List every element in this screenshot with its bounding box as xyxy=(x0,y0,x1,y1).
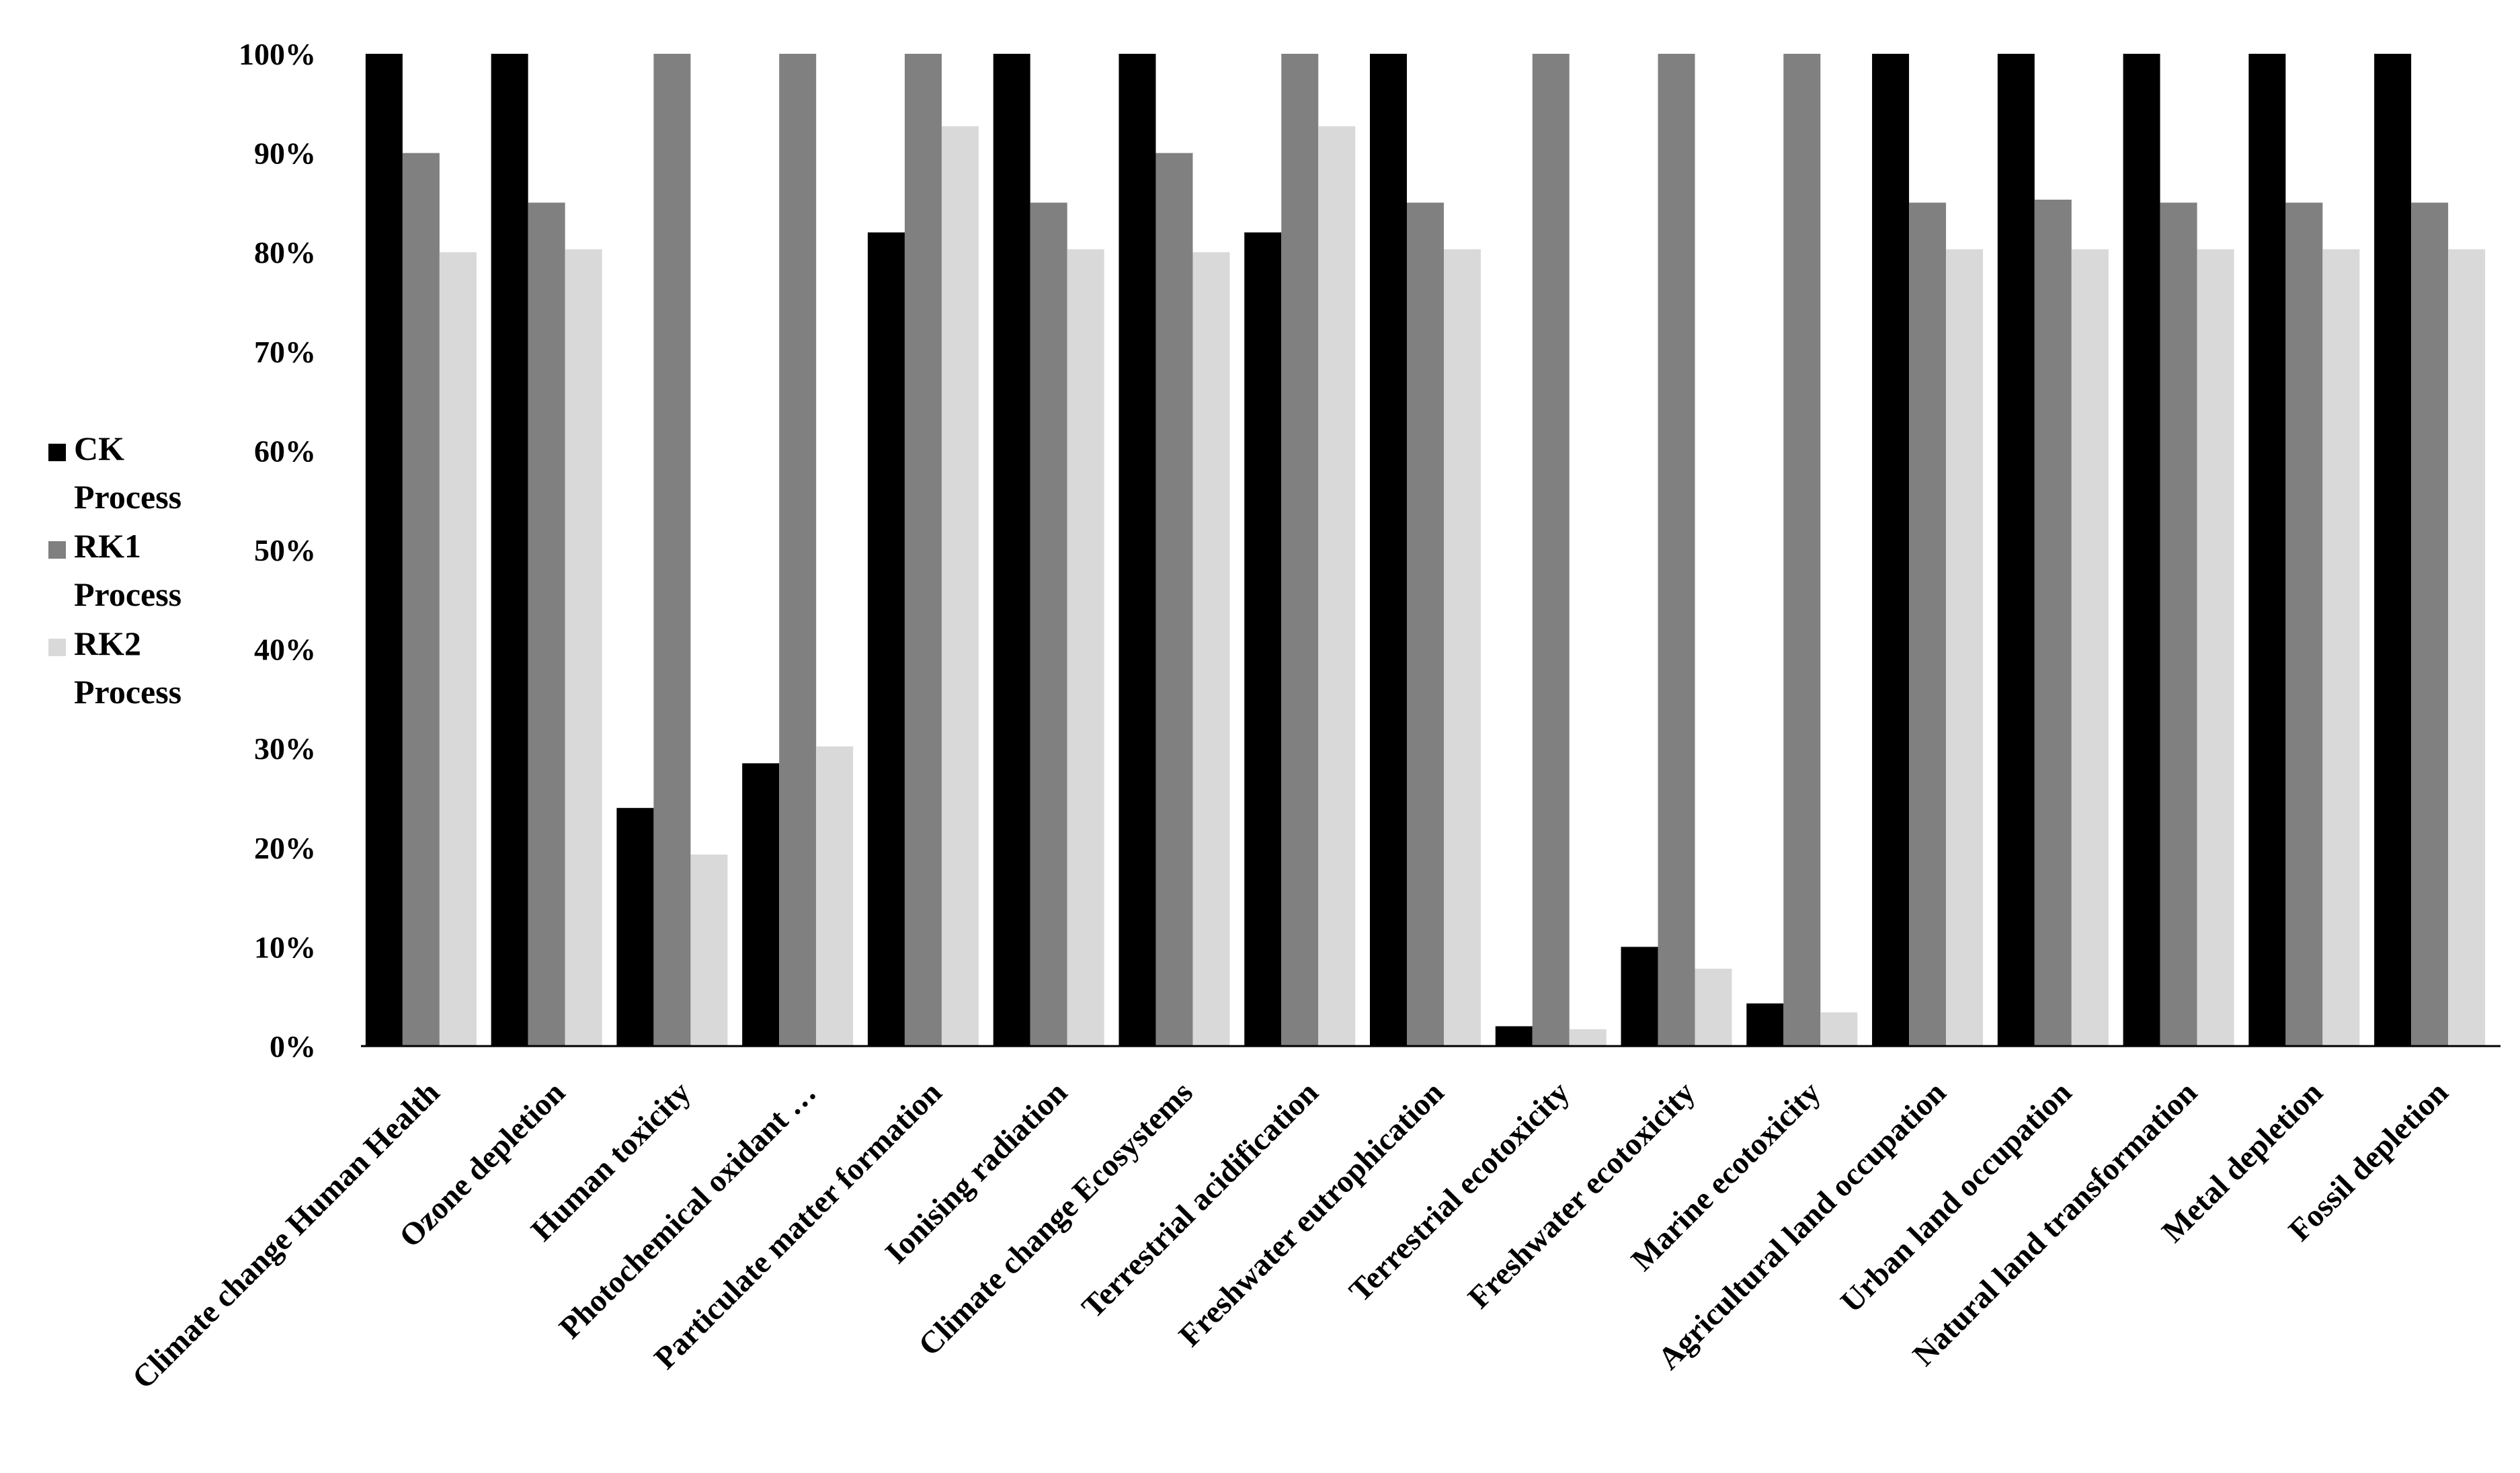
y-axis-ticks: 0% 10% 20% 30% 40% 50% 60% 70% 80% 90% 100% xyxy=(239,37,316,1064)
bar xyxy=(1872,54,1910,1046)
bar xyxy=(941,126,979,1046)
bar xyxy=(2034,199,2072,1047)
bar xyxy=(2448,249,2486,1047)
bar xyxy=(1946,249,1984,1047)
bar xyxy=(1281,54,1319,1046)
bar xyxy=(2411,202,2449,1046)
bar xyxy=(2322,249,2360,1047)
bar xyxy=(1407,202,1444,1046)
bar xyxy=(1695,968,1732,1046)
bar xyxy=(1746,1003,1784,1046)
y-tick-label: 80% xyxy=(254,235,316,270)
bar xyxy=(2285,202,2323,1046)
y-tick-label: 90% xyxy=(254,136,316,171)
legend-swatch xyxy=(48,541,66,559)
bar xyxy=(779,54,817,1046)
bar xyxy=(1030,202,1067,1046)
bar xyxy=(993,54,1030,1046)
bar xyxy=(565,249,602,1047)
bar xyxy=(1658,54,1695,1046)
legend-label: RK2 xyxy=(74,625,141,662)
y-tick-label: 30% xyxy=(254,731,316,766)
bars xyxy=(365,54,2486,1047)
bar xyxy=(1155,153,1193,1047)
bar xyxy=(1820,1012,1858,1046)
y-tick-label: 50% xyxy=(254,533,316,567)
y-tick-label: 0% xyxy=(270,1029,316,1064)
bar xyxy=(1909,202,1947,1046)
x-tick-label: Urban land occupation xyxy=(1834,1075,2078,1320)
bar xyxy=(2197,249,2234,1047)
bar xyxy=(1532,54,1570,1046)
bar xyxy=(1318,126,1356,1046)
bar xyxy=(867,232,905,1047)
legend-label: Process xyxy=(74,673,181,711)
bar xyxy=(1783,54,1821,1046)
bar xyxy=(365,54,403,1046)
bar xyxy=(491,54,528,1046)
bar xyxy=(1569,1029,1607,1046)
bar xyxy=(1444,249,1481,1047)
x-tick-label: Freshwater ecotoxicity xyxy=(1461,1075,1702,1316)
legend-label: Process xyxy=(74,478,181,516)
legend-label: RK1 xyxy=(74,527,141,565)
bar xyxy=(2123,54,2160,1046)
bar xyxy=(1192,252,1230,1047)
bar xyxy=(2071,249,2109,1047)
bar xyxy=(653,54,691,1046)
bar xyxy=(1067,249,1104,1047)
legend-label: Process xyxy=(74,575,181,613)
legend-swatch xyxy=(48,639,66,656)
y-tick-label: 70% xyxy=(254,335,316,369)
y-tick-label: 20% xyxy=(254,831,316,865)
bar xyxy=(439,252,477,1047)
bar xyxy=(1370,54,1407,1046)
bar xyxy=(1997,54,2035,1046)
x-tick-label: Freshwater eutrophication xyxy=(1172,1075,1451,1353)
legend-label: CK xyxy=(74,430,124,467)
bar xyxy=(742,763,780,1046)
bar xyxy=(1621,947,1658,1046)
bar xyxy=(2160,202,2197,1046)
y-tick-label: 10% xyxy=(254,930,316,964)
bar xyxy=(690,854,728,1046)
x-tick-label: Photochemical oxidant … xyxy=(553,1075,823,1345)
bar xyxy=(402,153,440,1047)
y-tick-label: 60% xyxy=(254,434,316,468)
bar xyxy=(816,746,854,1046)
bar xyxy=(528,202,565,1046)
bar xyxy=(1495,1026,1533,1046)
bar xyxy=(1244,232,1282,1047)
bar xyxy=(904,54,942,1046)
bar xyxy=(616,807,654,1046)
x-tick-label: Terrestrial acidification xyxy=(1075,1075,1326,1325)
x-tick-label: Terrestrial ecotoxicity xyxy=(1342,1075,1576,1309)
y-tick-label: 100% xyxy=(239,37,316,71)
bar xyxy=(2374,54,2412,1046)
y-tick-label: 40% xyxy=(254,633,316,667)
legend-swatch xyxy=(48,444,66,461)
bar xyxy=(1119,54,1156,1046)
bar xyxy=(2248,54,2286,1046)
legend: CK Process RK1 Process RK2 Process xyxy=(48,430,181,711)
